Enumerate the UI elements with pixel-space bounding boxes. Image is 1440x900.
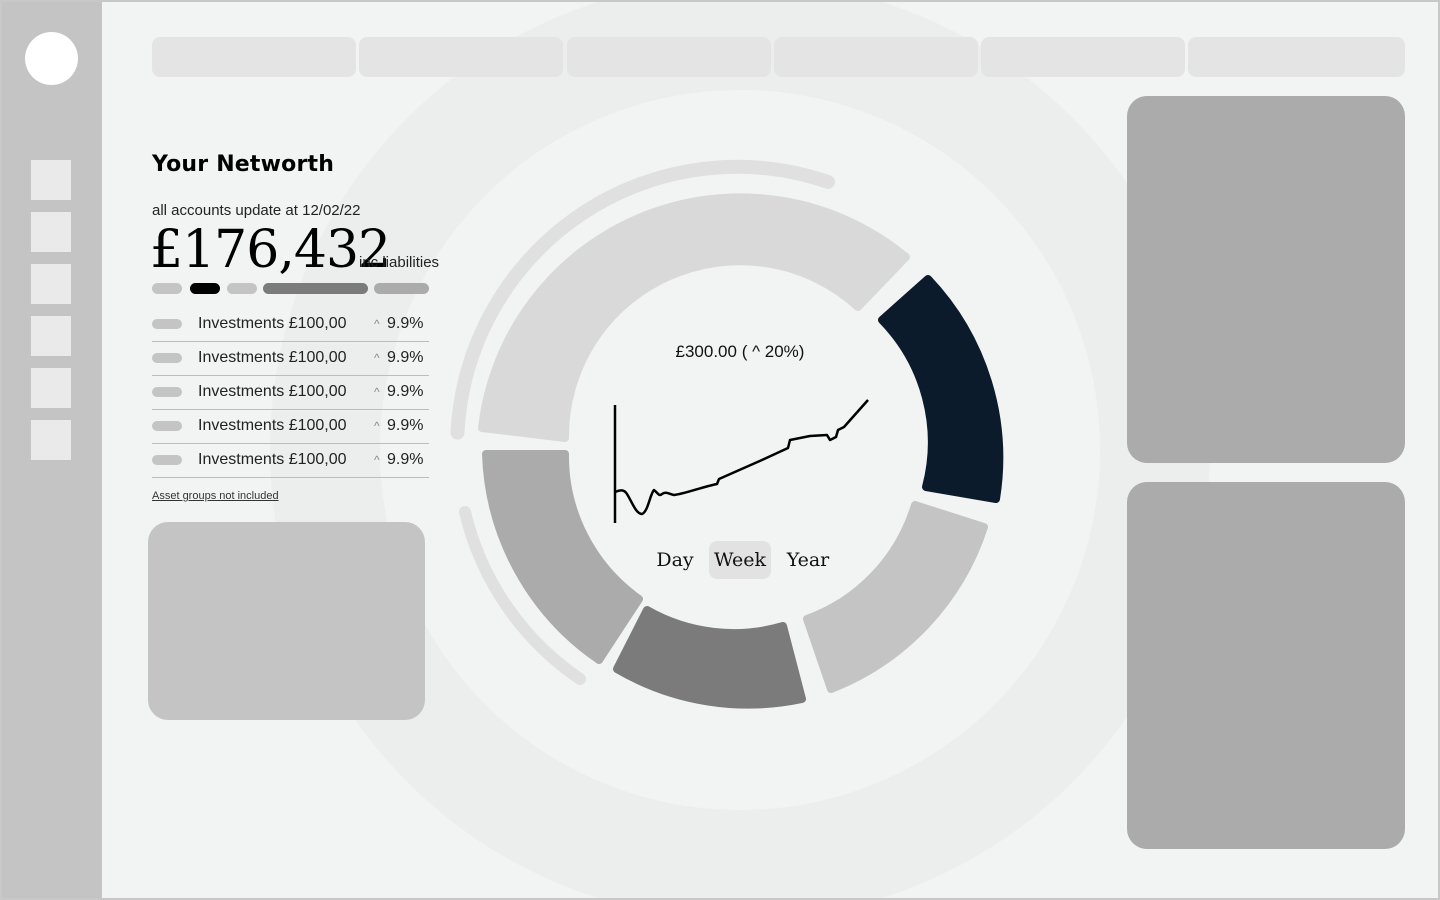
nav-tab-1[interactable] (152, 37, 356, 77)
sidebar (2, 2, 102, 898)
account-label: Investments £100,00 (198, 451, 347, 468)
account-color-pill (152, 353, 182, 363)
sidebar-item-5[interactable] (31, 368, 71, 408)
donut-segment-3[interactable] (803, 501, 988, 693)
placeholder-card-right-top[interactable] (1127, 96, 1405, 463)
allocation-pill-3 (227, 283, 257, 294)
sidebar-item-6[interactable] (31, 420, 71, 460)
account-label: Investments £100,00 (198, 383, 347, 400)
account-change: 9.9% (387, 349, 424, 366)
account-color-pill (152, 455, 182, 465)
account-change: 9.9% (387, 417, 424, 434)
nav-tab-6[interactable] (1188, 37, 1405, 77)
range-day-button[interactable]: Day (656, 549, 694, 571)
sidebar-item-4[interactable] (31, 316, 71, 356)
sidebar-item-1[interactable] (31, 160, 71, 200)
donut-segment-2[interactable] (878, 275, 1004, 503)
account-label: Investments £100,00 (198, 417, 347, 434)
account-row[interactable]: Investments £100,00 ^ 9.9% (152, 341, 429, 376)
account-row[interactable]: Investments £100,00 ^ 9.9% (152, 307, 429, 342)
account-change: 9.9% (387, 451, 424, 468)
account-color-pill (152, 319, 182, 329)
account-color-pill (152, 421, 182, 431)
sidebar-item-3[interactable] (31, 264, 71, 304)
sidebar-item-2[interactable] (31, 212, 71, 252)
account-label: Investments £100,00 (198, 315, 347, 332)
outer-arc-bottom (459, 506, 586, 685)
placeholder-card-left[interactable] (148, 522, 425, 720)
avatar[interactable] (25, 32, 78, 85)
update-note: all accounts update at 12/02/22 (152, 202, 361, 219)
account-row[interactable]: Investments £100,00 ^ 9.9% (152, 375, 429, 410)
account-label: Investments £100,00 (198, 349, 347, 366)
chart-center-value: £300.00 ( ^ 20%) (675, 342, 805, 361)
account-row[interactable]: Investments £100,00 ^ 9.9% (152, 443, 429, 478)
sparkline (614, 399, 869, 516)
account-change: 9.9% (387, 383, 424, 400)
range-year-button[interactable]: Year (786, 549, 830, 571)
caret-up-icon: ^ (374, 351, 380, 365)
nav-tab-4[interactable] (774, 37, 978, 77)
caret-up-icon: ^ (374, 385, 380, 399)
account-color-pill (152, 387, 182, 397)
networth-amount: £176,432 (150, 220, 391, 280)
nav-tab-5[interactable] (981, 37, 1185, 77)
placeholder-card-right-bottom[interactable] (1127, 482, 1405, 849)
caret-up-icon: ^ (374, 317, 380, 331)
allocation-pill-4 (263, 283, 368, 294)
donut-segment-1[interactable] (478, 193, 910, 442)
allocation-pill-2 (190, 283, 220, 294)
donut-segment-4[interactable] (613, 606, 806, 709)
caret-up-icon: ^ (374, 453, 380, 467)
outer-arc-top (450, 159, 835, 440)
networth-amount-note: inc liabilities (359, 254, 440, 271)
account-row[interactable]: Investments £100,00 ^ 9.9% (152, 409, 429, 444)
allocation-pill-5 (374, 283, 429, 294)
allocation-pill-1 (152, 283, 182, 294)
nav-tab-3[interactable] (567, 37, 771, 77)
account-change: 9.9% (387, 315, 424, 332)
networth-title: Your Networth (152, 152, 335, 177)
asset-groups-link[interactable]: Asset groups not included (152, 490, 279, 502)
nav-tab-2[interactable] (359, 37, 563, 77)
range-week-button[interactable]: Week (709, 541, 771, 579)
caret-up-icon: ^ (374, 419, 380, 433)
donut-segment-5[interactable] (482, 450, 643, 664)
